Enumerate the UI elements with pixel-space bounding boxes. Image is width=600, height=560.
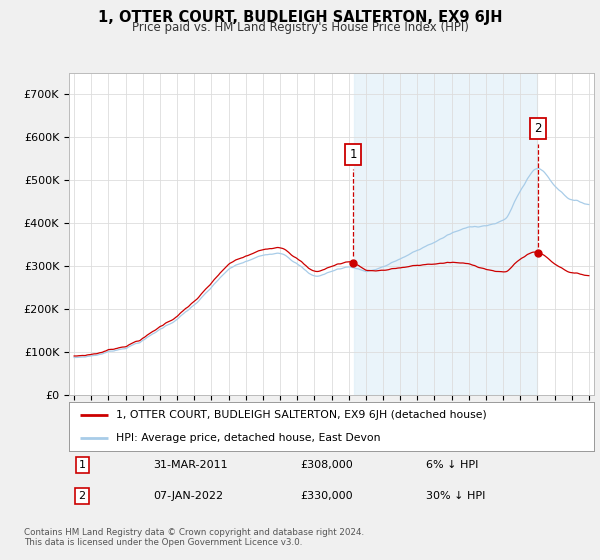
Text: £330,000: £330,000 <box>300 491 353 501</box>
Text: 07-JAN-2022: 07-JAN-2022 <box>153 491 223 501</box>
Text: Contains HM Land Registry data © Crown copyright and database right 2024.
This d: Contains HM Land Registry data © Crown c… <box>24 528 364 547</box>
Text: 6% ↓ HPI: 6% ↓ HPI <box>426 460 478 470</box>
Text: 30% ↓ HPI: 30% ↓ HPI <box>426 491 485 501</box>
Text: 1: 1 <box>79 460 86 470</box>
Text: 2: 2 <box>534 122 542 135</box>
Text: 2: 2 <box>79 491 86 501</box>
Text: 31-MAR-2011: 31-MAR-2011 <box>153 460 227 470</box>
Text: 1, OTTER COURT, BUDLEIGH SALTERTON, EX9 6JH: 1, OTTER COURT, BUDLEIGH SALTERTON, EX9 … <box>98 10 502 25</box>
Text: HPI: Average price, detached house, East Devon: HPI: Average price, detached house, East… <box>116 433 381 444</box>
Text: Price paid vs. HM Land Registry's House Price Index (HPI): Price paid vs. HM Land Registry's House … <box>131 21 469 34</box>
Text: £308,000: £308,000 <box>300 460 353 470</box>
Text: 1, OTTER COURT, BUDLEIGH SALTERTON, EX9 6JH (detached house): 1, OTTER COURT, BUDLEIGH SALTERTON, EX9 … <box>116 410 487 421</box>
Text: 1: 1 <box>349 148 356 161</box>
